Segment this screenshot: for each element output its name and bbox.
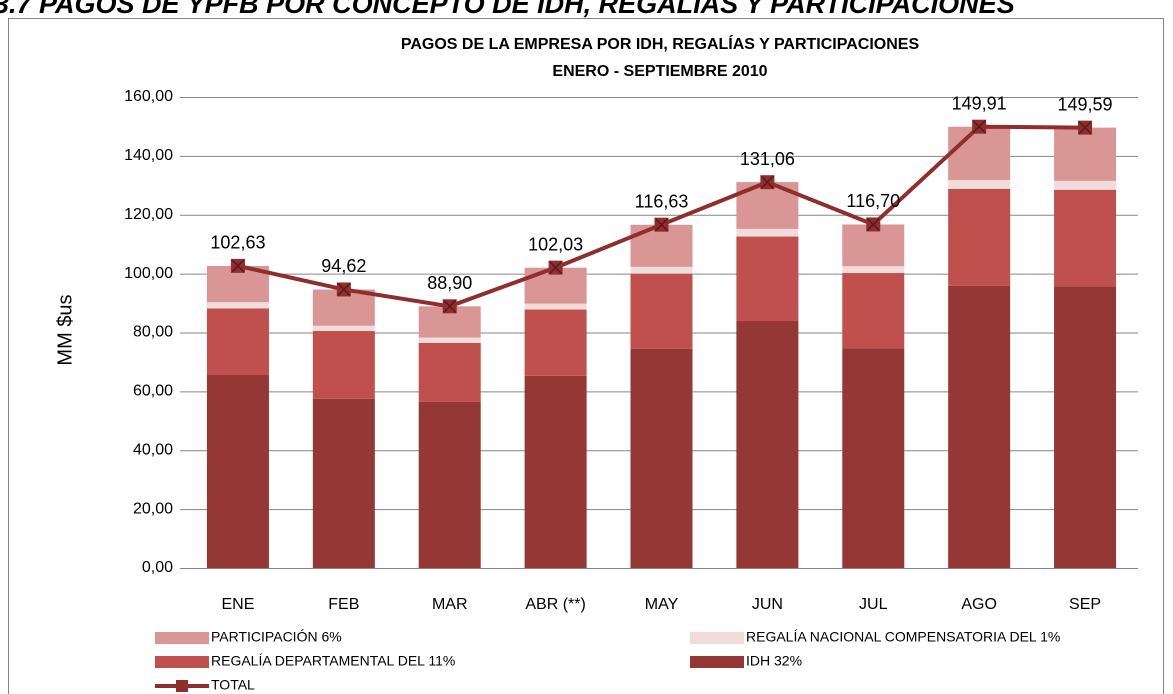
bar-segment [418, 337, 481, 343]
bar-segment [312, 398, 375, 568]
chart-subtitle: ENERO - SEPTIEMBRE 2010 [552, 63, 767, 80]
x-tick-label: ABR (**) [525, 596, 585, 613]
total-marker [1078, 120, 1093, 135]
bar-segment [206, 302, 269, 309]
bar-segment [948, 188, 1011, 286]
data-label: 131,06 [740, 149, 795, 169]
y-axis-title: MM $us [54, 294, 76, 365]
y-tick-label: 100,00 [124, 265, 173, 282]
total-marker [336, 282, 351, 297]
legend-label: TOTAL [211, 677, 255, 693]
bar-segment [524, 303, 587, 310]
data-label: 88,90 [427, 273, 472, 293]
bar-segment [736, 228, 799, 237]
bar-segment [312, 331, 375, 399]
x-tick-label: SEP [1069, 596, 1101, 613]
bar-segment [630, 348, 693, 568]
data-label: 149,91 [952, 93, 1007, 113]
bar-segment [630, 273, 693, 349]
legend-label: IDH 32% [746, 653, 802, 669]
x-tick-label: FEB [328, 596, 359, 613]
legend-label: REGALÍA NACIONAL COMPENSATORIA DEL 1% [746, 629, 1060, 645]
bar-segment [524, 375, 587, 568]
bar-segment [842, 273, 905, 349]
data-label: 94,62 [321, 256, 366, 276]
x-tick-label: JUL [859, 596, 888, 613]
data-label: 116,70 [846, 191, 900, 211]
total-marker [230, 258, 245, 273]
bar-segment [1054, 180, 1117, 190]
total-marker [866, 217, 881, 232]
bar-segment [1054, 189, 1117, 287]
legend-marker [176, 680, 188, 692]
y-tick-label: 140,00 [124, 147, 173, 164]
bar-segment [524, 309, 587, 376]
bar-segment [206, 374, 269, 568]
marker-cross [654, 218, 669, 232]
legend-label: PARTICIPACIÓN 6% [211, 629, 342, 645]
bar-segment [1054, 127, 1117, 181]
bar-segment [418, 401, 481, 568]
legend-swatch [690, 656, 744, 668]
bar-segment [842, 266, 905, 274]
marker-cross [760, 175, 774, 189]
y-tick-label: 40,00 [133, 441, 173, 458]
bar-segment [842, 348, 905, 568]
y-tick-label: 80,00 [133, 324, 173, 341]
marker-cross [337, 282, 351, 296]
data-label: 102,03 [528, 234, 583, 254]
data-label: 116,63 [635, 191, 689, 211]
total-marker [654, 217, 669, 232]
total-marker [442, 299, 457, 314]
x-tick-label: ENE [221, 596, 254, 613]
data-label: 102,63 [210, 233, 265, 253]
marker-cross [866, 217, 880, 231]
total-marker [760, 175, 775, 190]
bar-segment [206, 308, 269, 375]
legend-swatch [690, 632, 744, 644]
page-heading: 3.7 PAGOS DE YPFB POR CONCEPTO DE IDH, R… [0, 0, 1015, 19]
legend-swatch [155, 656, 209, 668]
total-marker [972, 119, 987, 134]
bar-segment [630, 266, 693, 274]
bar-segment [418, 342, 481, 402]
y-tick-label: 120,00 [124, 206, 173, 223]
chart-border [8, 18, 1164, 694]
bar-segment [736, 321, 799, 568]
total-marker [548, 260, 563, 275]
x-tick-label: JUN [752, 596, 783, 613]
y-tick-label: 60,00 [133, 383, 173, 400]
x-tick-label: AGO [961, 596, 997, 613]
chart-title: PAGOS DE LA EMPRESA POR IDH, REGALÍAS Y … [401, 34, 920, 53]
legend-label: REGALÍA DEPARTAMENTAL DEL 11% [211, 653, 455, 669]
bar-segment [948, 180, 1011, 189]
y-tick-label: 0,00 [142, 559, 173, 576]
marker-cross [443, 299, 457, 313]
bar-segment [948, 285, 1011, 568]
bar-segment [948, 126, 1011, 181]
y-tick-label: 160,00 [124, 88, 173, 105]
marker-cross [549, 261, 563, 275]
marker-cross [972, 120, 986, 134]
bar-segment [736, 236, 799, 322]
marker-cross [1078, 121, 1092, 135]
bar-segment [312, 325, 375, 332]
bar-segment [1054, 286, 1117, 568]
x-tick-label: MAY [645, 596, 679, 613]
legend-swatch [155, 632, 209, 644]
y-tick-label: 20,00 [133, 500, 173, 517]
data-label: 149,59 [1058, 94, 1113, 114]
x-tick-label: MAR [432, 596, 468, 613]
marker-cross [231, 259, 245, 273]
